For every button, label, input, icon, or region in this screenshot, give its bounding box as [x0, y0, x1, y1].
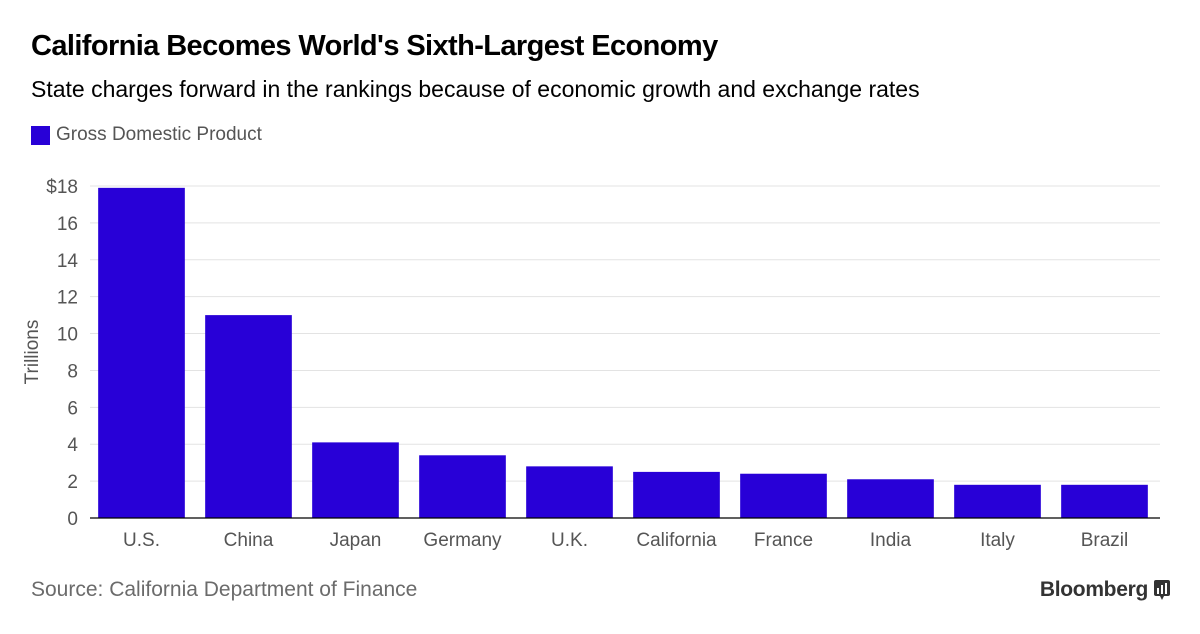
- bar: [98, 187, 185, 518]
- x-tick-label: California: [636, 530, 717, 551]
- y-tick-label: 4: [67, 435, 78, 456]
- bar: [205, 315, 292, 518]
- bar: [954, 484, 1041, 518]
- x-tick-label: Japan: [330, 530, 382, 551]
- x-tick-label: India: [870, 530, 912, 551]
- x-tick-label: Italy: [980, 530, 1015, 551]
- x-tick-label: Brazil: [1081, 530, 1129, 551]
- x-tick-label: U.K.: [551, 530, 588, 551]
- bar: [526, 466, 613, 518]
- y-tick-label: $18: [46, 177, 78, 198]
- x-tick-label: France: [754, 530, 813, 551]
- x-tick-label: China: [224, 530, 274, 551]
- chart-title: California Becomes World's Sixth-Largest…: [31, 30, 718, 62]
- legend-swatch: [31, 125, 50, 145]
- bar: [1061, 484, 1148, 518]
- bar-chart: 0 2 4 6 8 10 12 14 16 $18 Trillions U.S. China Japan G…: [22, 177, 1160, 551]
- y-tick-label: 10: [57, 325, 78, 346]
- source-note: Source: California Department of Finance: [31, 578, 418, 601]
- bar: [740, 473, 827, 518]
- x-tick-label: U.S.: [123, 530, 160, 551]
- y-tick-label: 2: [67, 472, 78, 493]
- y-axis-title: Trillions: [22, 320, 43, 385]
- legend-label: Gross Domestic Product: [56, 124, 262, 145]
- bar: [847, 479, 934, 518]
- bar: [633, 471, 720, 518]
- chart-subtitle: State charges forward in the rankings be…: [31, 76, 920, 102]
- y-tick-label: 6: [67, 398, 78, 419]
- bar: [312, 442, 399, 518]
- y-tick-label: 0: [67, 509, 78, 530]
- legend: Gross Domestic Product: [31, 124, 262, 146]
- y-tick-label: 8: [67, 361, 78, 382]
- x-tick-label: Germany: [423, 530, 502, 551]
- bar: [419, 455, 506, 518]
- y-tick-label: 14: [57, 251, 79, 272]
- brand-name: Bloomberg: [1039, 578, 1148, 601]
- y-tick-label: 12: [57, 288, 78, 309]
- bloomberg-chart-icon: [1154, 580, 1170, 600]
- brand-logo: Bloomberg: [1040, 578, 1170, 602]
- y-tick-label: 16: [57, 214, 78, 235]
